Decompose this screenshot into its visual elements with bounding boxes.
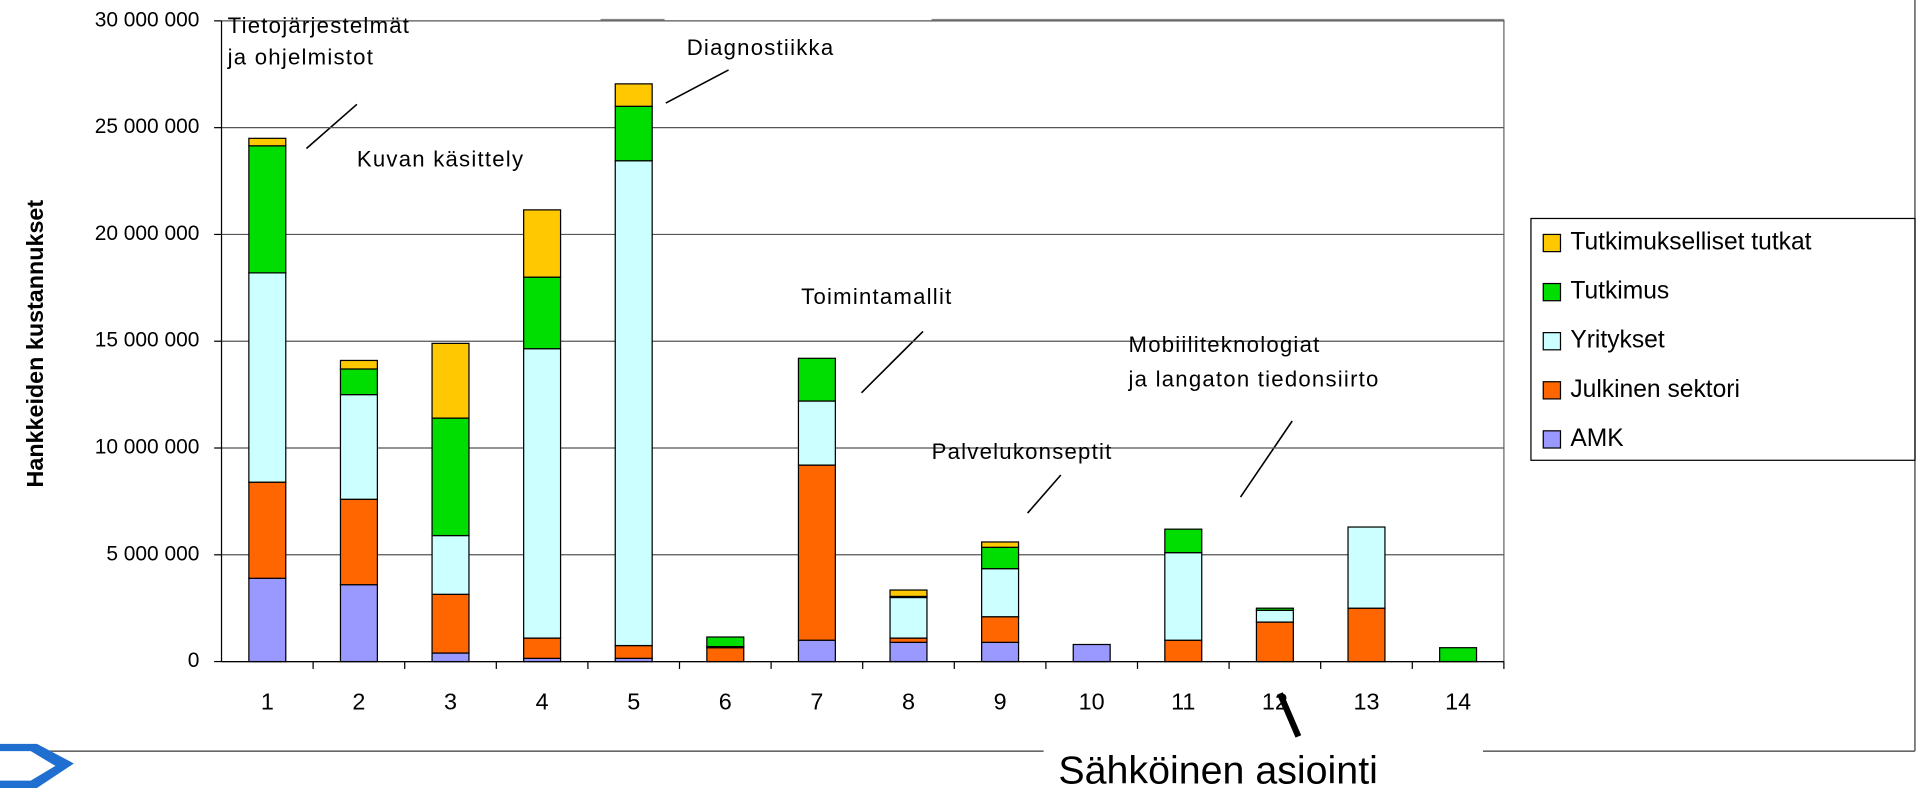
bar-segment bbox=[431, 652, 470, 663]
bar-segment bbox=[248, 577, 287, 663]
y-tick-label: 0 bbox=[188, 649, 200, 672]
legend-label: Tutkimukselliset tutkat bbox=[1570, 229, 1811, 256]
y-tick-label: 25 000 000 bbox=[95, 115, 200, 138]
bar-segment bbox=[797, 464, 836, 641]
y-tick-label: 20 000 000 bbox=[95, 222, 200, 245]
x-tick-label: 11 bbox=[1171, 688, 1195, 714]
bar-segment bbox=[1347, 526, 1386, 609]
bar-segment bbox=[889, 641, 928, 663]
bar-segment bbox=[431, 534, 470, 595]
legend bbox=[1530, 217, 1916, 461]
x-tick-label: 9 bbox=[994, 688, 1007, 714]
annotation: ja ohjelmistot bbox=[227, 45, 374, 70]
bar-segment bbox=[889, 637, 928, 643]
bar-segment bbox=[1164, 639, 1203, 663]
annotation: Toimintamallit bbox=[801, 284, 952, 309]
annotation: Kuvan käsittely bbox=[357, 147, 524, 172]
bar-segment bbox=[889, 589, 928, 598]
bar-segment bbox=[431, 593, 470, 654]
x-tick-label: 7 bbox=[810, 688, 823, 714]
bar-segment bbox=[339, 498, 378, 586]
legend-label: AMK bbox=[1570, 425, 1624, 452]
legend-swatch bbox=[1542, 430, 1562, 449]
x-tick-label: 12 bbox=[1262, 688, 1288, 714]
bar-segment bbox=[248, 145, 287, 274]
bar-segment bbox=[797, 400, 836, 466]
annotation: Tietojärjestelmät bbox=[228, 13, 411, 38]
bar-segment bbox=[248, 481, 287, 579]
y-tick-label: 5 000 000 bbox=[106, 542, 199, 565]
x-tick-label: 2 bbox=[352, 688, 365, 714]
x-tick-label: 1 bbox=[261, 688, 274, 714]
x-tick-label: 13 bbox=[1353, 688, 1379, 714]
bar-segment bbox=[523, 637, 562, 659]
bar-segment bbox=[431, 417, 470, 537]
bar-segment bbox=[1255, 607, 1294, 611]
x-tick-label: 5 bbox=[627, 688, 640, 714]
y-tick-label: 15 000 000 bbox=[95, 329, 200, 352]
annotation: Mobiiliteknologiat bbox=[1129, 332, 1321, 357]
x-tick-label: 10 bbox=[1079, 688, 1105, 714]
bar-segment bbox=[1255, 621, 1294, 663]
bar-segment bbox=[614, 644, 653, 659]
bar-segment bbox=[981, 641, 1020, 663]
bar-segment bbox=[797, 357, 836, 402]
legend-swatch bbox=[1542, 381, 1562, 400]
bar-segment bbox=[706, 636, 745, 648]
annotation: Diagnostiikka bbox=[687, 35, 835, 60]
bar-segment bbox=[1439, 647, 1478, 663]
bar-segment bbox=[614, 105, 653, 162]
bar-segment bbox=[248, 272, 287, 483]
bar-segment bbox=[1347, 607, 1386, 663]
bar-segment bbox=[889, 596, 928, 639]
x-tick-label: 3 bbox=[444, 688, 457, 714]
legend-label: Julkinen sektori bbox=[1570, 376, 1740, 403]
legend-swatch bbox=[1542, 332, 1562, 351]
y-axis-label: Hankkeiden kustannukset bbox=[22, 200, 48, 488]
bar-segment bbox=[1072, 643, 1111, 663]
y-tick-label: 10 000 000 bbox=[95, 436, 200, 459]
annotation: ja langaton tiedonsiirto bbox=[1128, 366, 1380, 391]
bar-segment bbox=[339, 368, 378, 396]
bar-segment bbox=[981, 616, 1020, 643]
bar-segment bbox=[614, 160, 653, 647]
legend-swatch bbox=[1542, 233, 1562, 253]
bar-segment bbox=[523, 348, 562, 639]
x-tick-label: 8 bbox=[902, 688, 915, 714]
bar-segment bbox=[1255, 609, 1294, 623]
legend-label: Tutkimus bbox=[1570, 278, 1669, 305]
bar-segment bbox=[981, 546, 1020, 570]
bar-segment bbox=[797, 639, 836, 663]
bar-segment bbox=[706, 647, 745, 663]
x-tick-label: 14 bbox=[1445, 688, 1471, 714]
annotation: Sähköinen asiointi bbox=[1058, 749, 1378, 788]
x-tick-label: 4 bbox=[536, 688, 549, 714]
bar-segment bbox=[1164, 528, 1203, 554]
x-tick-label: 6 bbox=[719, 688, 732, 714]
bar-segment bbox=[981, 568, 1020, 618]
bar-segment bbox=[523, 209, 562, 278]
bar-segment bbox=[339, 584, 378, 663]
bar-segment bbox=[523, 276, 562, 350]
logo-inner bbox=[0, 751, 56, 781]
bar-segment bbox=[1164, 552, 1203, 641]
bar-segment bbox=[981, 541, 1020, 548]
y-tick-label: 30 000 000 bbox=[95, 8, 200, 31]
bar-segment bbox=[431, 342, 470, 419]
bar-segment bbox=[614, 83, 653, 107]
legend-label: Yritykset bbox=[1570, 327, 1665, 354]
bar-segment bbox=[339, 359, 378, 370]
bar-segment bbox=[248, 137, 287, 147]
bar-segment bbox=[339, 394, 378, 500]
legend-swatch bbox=[1542, 282, 1562, 302]
annotation: Palvelukonseptit bbox=[932, 439, 1113, 464]
